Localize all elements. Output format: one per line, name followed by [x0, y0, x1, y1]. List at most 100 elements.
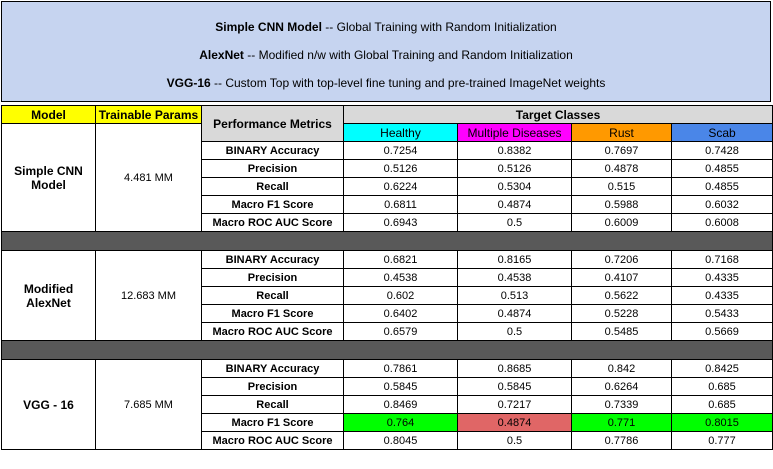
value-cell: 0.685: [671, 377, 773, 396]
value-cell: 0.5433: [671, 304, 773, 323]
value-cell: 0.7861: [343, 359, 458, 378]
table-row: Macro ROC AUC Score 0.8045 0.5 0.7786 0.…: [2, 431, 773, 450]
value-cell: 0.602: [343, 286, 458, 305]
header-line-vgg16: VGG-16 -- Custom Top with top-level fine…: [2, 76, 770, 90]
value-cell: 0.7168: [671, 250, 773, 269]
metric-label: BINARY Accuracy: [201, 250, 344, 269]
metric-label: Recall: [201, 286, 344, 305]
value-cell-highlight-best: 0.8015: [671, 413, 773, 432]
model-name-alexnet: Modified AlexNet: [1, 250, 96, 341]
table-row: Macro F1 Score 0.764 0.4874 0.771 0.8015: [2, 413, 773, 432]
value-cell: 0.5845: [343, 377, 458, 396]
value-cell: 0.7339: [571, 395, 672, 414]
value-cell: 0.4538: [343, 268, 458, 287]
metric-label: BINARY Accuracy: [201, 141, 344, 160]
header-panel: Simple CNN Model -- Global Training with…: [1, 1, 771, 102]
value-cell: 0.4107: [571, 268, 672, 287]
value-cell: 0.6943: [343, 213, 458, 232]
params-alexnet: 12.683 MM: [95, 250, 202, 341]
metric-label: Recall: [201, 395, 344, 414]
value-cell: 0.6009: [571, 213, 672, 232]
col-header-model: Model: [1, 105, 96, 124]
value-cell: 0.8425: [671, 359, 773, 378]
metric-label: BINARY Accuracy: [201, 359, 344, 378]
value-cell: 0.4335: [671, 268, 773, 287]
value-cell: 0.4855: [671, 177, 773, 196]
value-cell: 0.7254: [343, 141, 458, 160]
value-cell: 0.4874: [457, 195, 572, 214]
header-line-alexnet: AlexNet -- Modified n/w with Global Trai…: [2, 48, 770, 62]
model-name-simple-cnn: Simple CNN Model: [1, 123, 96, 232]
value-cell: 0.8469: [343, 395, 458, 414]
header-separator: --: [321, 20, 337, 34]
value-cell: 0.6821: [343, 250, 458, 269]
separator-cell: [1, 340, 773, 360]
value-cell: 0.5304: [457, 177, 572, 196]
value-cell: 0.8685: [457, 359, 572, 378]
table-row: Macro ROC AUC Score 0.6943 0.5 0.6009 0.…: [2, 213, 773, 232]
class-header-multiple-diseases: Multiple Diseases: [457, 123, 572, 142]
metric-label: Precision: [201, 268, 344, 287]
col-header-metrics: Performance Metrics: [201, 105, 344, 142]
header-model-name: Simple CNN Model: [215, 20, 322, 34]
metric-label: Macro ROC AUC Score: [201, 431, 344, 450]
table-row: BINARY Accuracy 0.7254 0.8382 0.7697 0.7…: [2, 141, 773, 160]
value-cell: 0.5: [457, 322, 572, 341]
class-header-scab: Scab: [671, 123, 773, 142]
value-cell: 0.685: [671, 395, 773, 414]
value-cell: 0.8045: [343, 431, 458, 450]
value-cell: 0.777: [671, 431, 773, 450]
value-cell: 0.5622: [571, 286, 672, 305]
value-cell: 0.5988: [571, 195, 672, 214]
header-description: Custom Top with top-level fine tuning an…: [225, 76, 606, 90]
header-separator: --: [243, 48, 259, 62]
value-cell: 0.6402: [343, 304, 458, 323]
value-cell: 0.8382: [457, 141, 572, 160]
params-vgg16: 7.685 MM: [95, 359, 202, 450]
value-cell: 0.6224: [343, 177, 458, 196]
value-cell: 0.842: [571, 359, 672, 378]
metric-label: Macro F1 Score: [201, 413, 344, 432]
value-cell: 0.6008: [671, 213, 773, 232]
metric-label: Precision: [201, 159, 344, 178]
value-cell-highlight-best: 0.771: [571, 413, 672, 432]
header-model-name: AlexNet: [199, 48, 244, 62]
table-row: Modified AlexNet 12.683 MM BINARY Accura…: [1, 250, 773, 341]
header-description: Global Training with Random Initializati…: [336, 20, 557, 34]
model-name-vgg16: VGG - 16: [1, 359, 96, 450]
separator-cell: [1, 231, 773, 251]
params-simple-cnn: 4.481 MM: [95, 123, 202, 232]
header-line-simple-cnn: Simple CNN Model -- Global Training with…: [2, 20, 770, 34]
metric-label: Precision: [201, 377, 344, 396]
metric-label: Macro F1 Score: [201, 195, 344, 214]
class-header-row: Simple CNN Model 4.481 MM Healthy Multip…: [1, 123, 773, 232]
value-cell: 0.6032: [671, 195, 773, 214]
value-cell: 0.7217: [457, 395, 572, 414]
value-cell: 0.6264: [571, 377, 672, 396]
value-cell: 0.5485: [571, 322, 672, 341]
value-cell: 0.7428: [671, 141, 773, 160]
section-separator: [1, 340, 773, 360]
class-header-rust: Rust: [571, 123, 672, 142]
metric-label: Macro F1 Score: [201, 304, 344, 323]
table-row: VGG - 16 7.685 MM BINARY Accuracy 0.7861…: [1, 359, 773, 450]
value-cell: 0.4538: [457, 268, 572, 287]
value-cell: 0.4874: [457, 304, 572, 323]
value-cell: 0.5: [457, 431, 572, 450]
metric-label: Macro ROC AUC Score: [201, 322, 344, 341]
value-cell: 0.7786: [571, 431, 672, 450]
header-model-name: VGG-16: [166, 76, 211, 90]
value-cell: 0.5126: [343, 159, 458, 178]
value-cell: 0.5845: [457, 377, 572, 396]
header-row: Model Trainable Params Performance Metri…: [1, 105, 773, 142]
value-cell-highlight-best: 0.764: [343, 413, 458, 432]
value-cell: 0.8165: [457, 250, 572, 269]
value-cell: 0.513: [457, 286, 572, 305]
value-cell: 0.7206: [571, 250, 672, 269]
value-cell: 0.5669: [671, 322, 773, 341]
metric-label: Macro ROC AUC Score: [201, 213, 344, 232]
value-cell: 0.4335: [671, 286, 773, 305]
value-cell: 0.7697: [571, 141, 672, 160]
col-header-params: Trainable Params: [95, 105, 202, 124]
